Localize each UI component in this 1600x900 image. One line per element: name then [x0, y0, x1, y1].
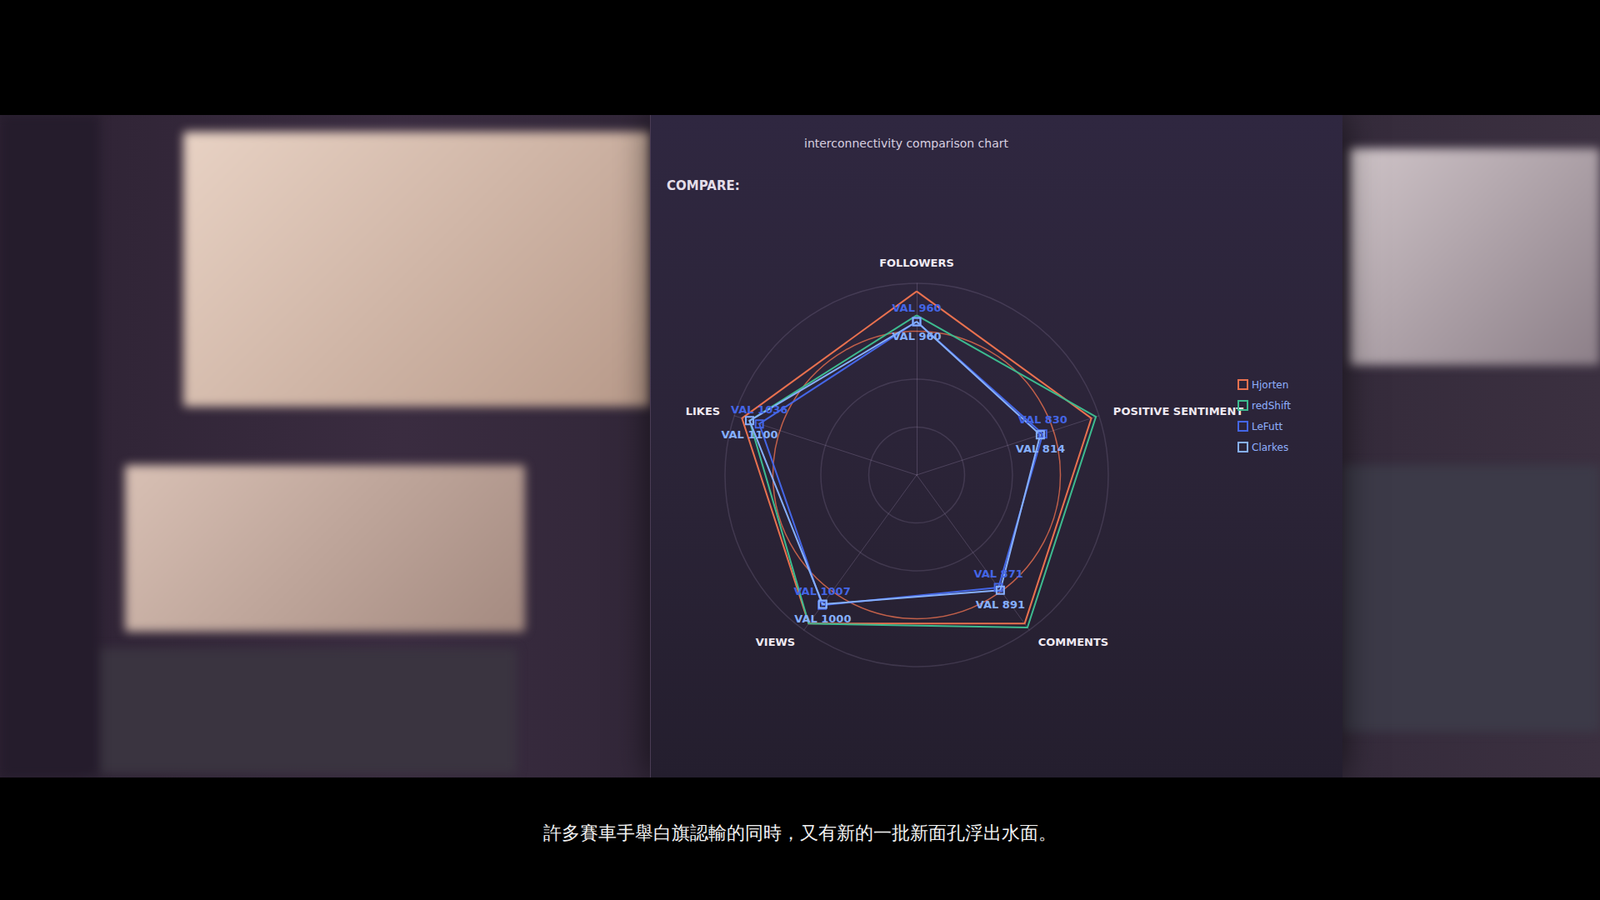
- svg-text:interconnectivity comparison c: interconnectivity comparison chart: [804, 136, 1010, 150]
- svg-text:VAL 814: VAL 814: [1015, 442, 1065, 455]
- svg-text:Clarkes: Clarkes: [1251, 441, 1289, 454]
- svg-text:POSITIVE SENTIMENT: POSITIVE SENTIMENT: [1113, 405, 1244, 418]
- svg-text:VAL 830: VAL 830: [1018, 413, 1068, 426]
- svg-text:FOLLOWERS: FOLLOWERS: [879, 256, 955, 270]
- svg-text:VAL 891: VAL 891: [975, 598, 1025, 611]
- svg-text:VAL 1100: VAL 1100: [720, 428, 778, 441]
- svg-text:COMPARE:: COMPARE:: [666, 178, 740, 194]
- svg-text:VAL 1000: VAL 1000: [794, 612, 851, 625]
- svg-text:LeFutt: LeFutt: [1251, 420, 1283, 433]
- html-text:許多賽車手舉白旗認輸的同時，又有新的一批新面孔浮出水面。: 許多賽車手舉白旗認輸的同時，又有新的一批新面孔浮出水面。: [543, 822, 1057, 844]
- svg-text:VIEWS: VIEWS: [755, 635, 795, 649]
- svg-text:VAL 1036: VAL 1036: [730, 403, 788, 416]
- svg-text:VAL 960: VAL 960: [891, 301, 941, 315]
- svg-text:COMMENTS: COMMENTS: [1038, 635, 1109, 649]
- svg-text:VAL 871: VAL 871: [974, 567, 1024, 580]
- svg-text:Hjorten: Hjorten: [1251, 379, 1289, 391]
- svg-text:redShift: redShift: [1251, 400, 1291, 412]
- svg-text:LIKES: LIKES: [685, 405, 720, 418]
- svg-text:VAL 960: VAL 960: [891, 330, 941, 343]
- svg-text:VAL 1007: VAL 1007: [793, 585, 850, 598]
